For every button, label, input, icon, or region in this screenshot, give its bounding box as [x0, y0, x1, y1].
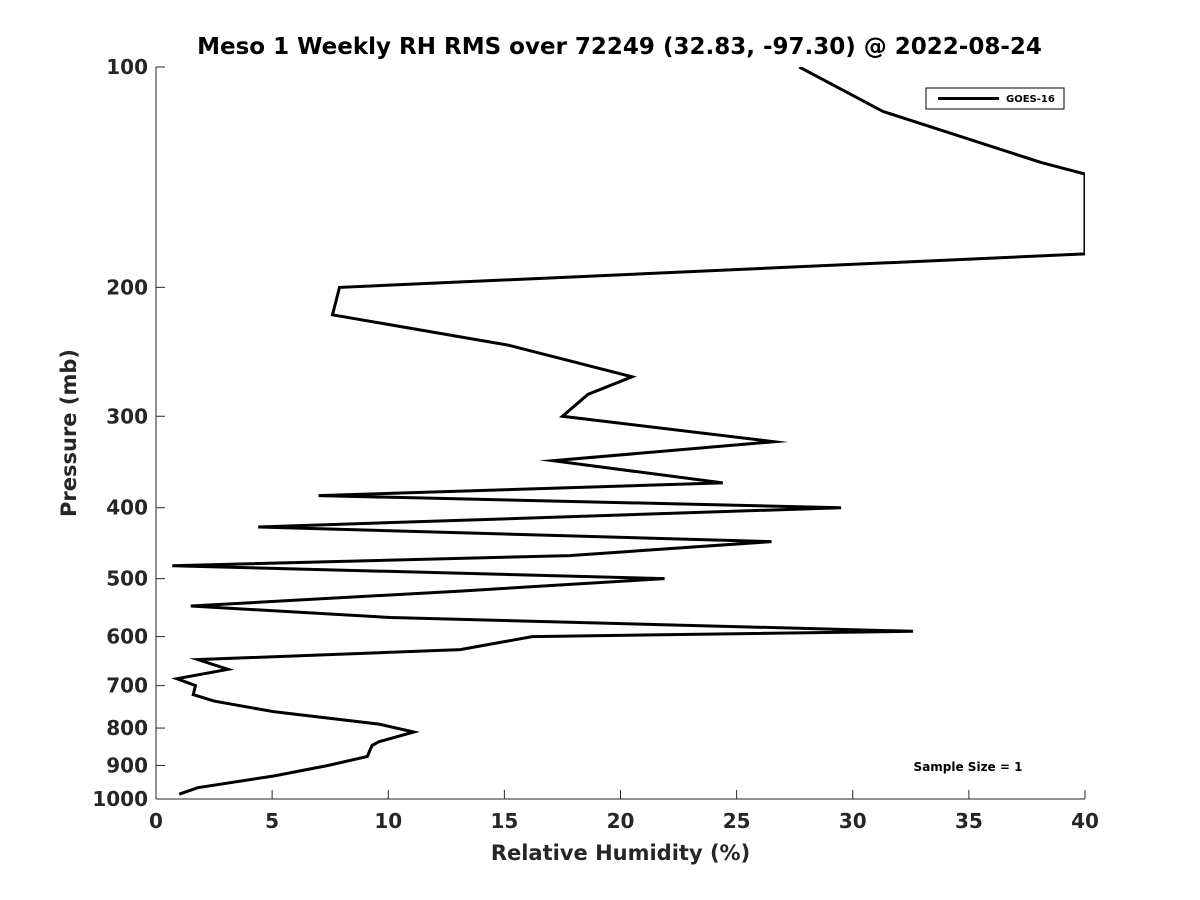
x-tick-label: 35 — [955, 809, 983, 833]
x-tick-label: 15 — [490, 809, 518, 833]
y-tick-label: 500 — [106, 567, 148, 591]
sample-size-annotation: Sample Size = 1 — [914, 760, 1023, 774]
y-tick-label: 800 — [106, 716, 148, 740]
y-tick-label: 1000 — [92, 787, 148, 811]
axes: 0 5 10 15 20 25 30 35 40 100 200 300 400 500 600 700 800… — [92, 55, 1099, 833]
x-tick-label: 10 — [374, 809, 402, 833]
y-tick-label: 700 — [106, 674, 148, 698]
x-tick-label: 20 — [607, 809, 635, 833]
x-tick-label: 30 — [839, 809, 867, 833]
x-axis-label: Relative Humidity (%) — [491, 841, 750, 865]
series-lines — [171, 67, 1085, 796]
chart-title: Meso 1 Weekly RH RMS over 72249 (32.83, … — [197, 34, 1042, 60]
x-tick-label: 25 — [723, 809, 751, 833]
y-tick-label: 100 — [106, 55, 148, 79]
y-tick-label: 300 — [106, 404, 148, 428]
legend-label-goes-16: GOES-16 — [1006, 94, 1055, 105]
y-axis-label: Pressure (mb) — [57, 349, 81, 517]
y-tick-label: 400 — [106, 496, 148, 520]
x-tick-label: 0 — [149, 809, 163, 833]
legend: GOES-16 — [925, 87, 1065, 110]
series-line-goes-16 — [171, 67, 1085, 796]
x-tick-label: 5 — [265, 809, 279, 833]
y-tick-label: 600 — [106, 625, 148, 649]
y-tick-label: 900 — [106, 754, 148, 778]
y-tick-label: 200 — [106, 275, 148, 299]
x-tick-label: 40 — [1071, 809, 1099, 833]
